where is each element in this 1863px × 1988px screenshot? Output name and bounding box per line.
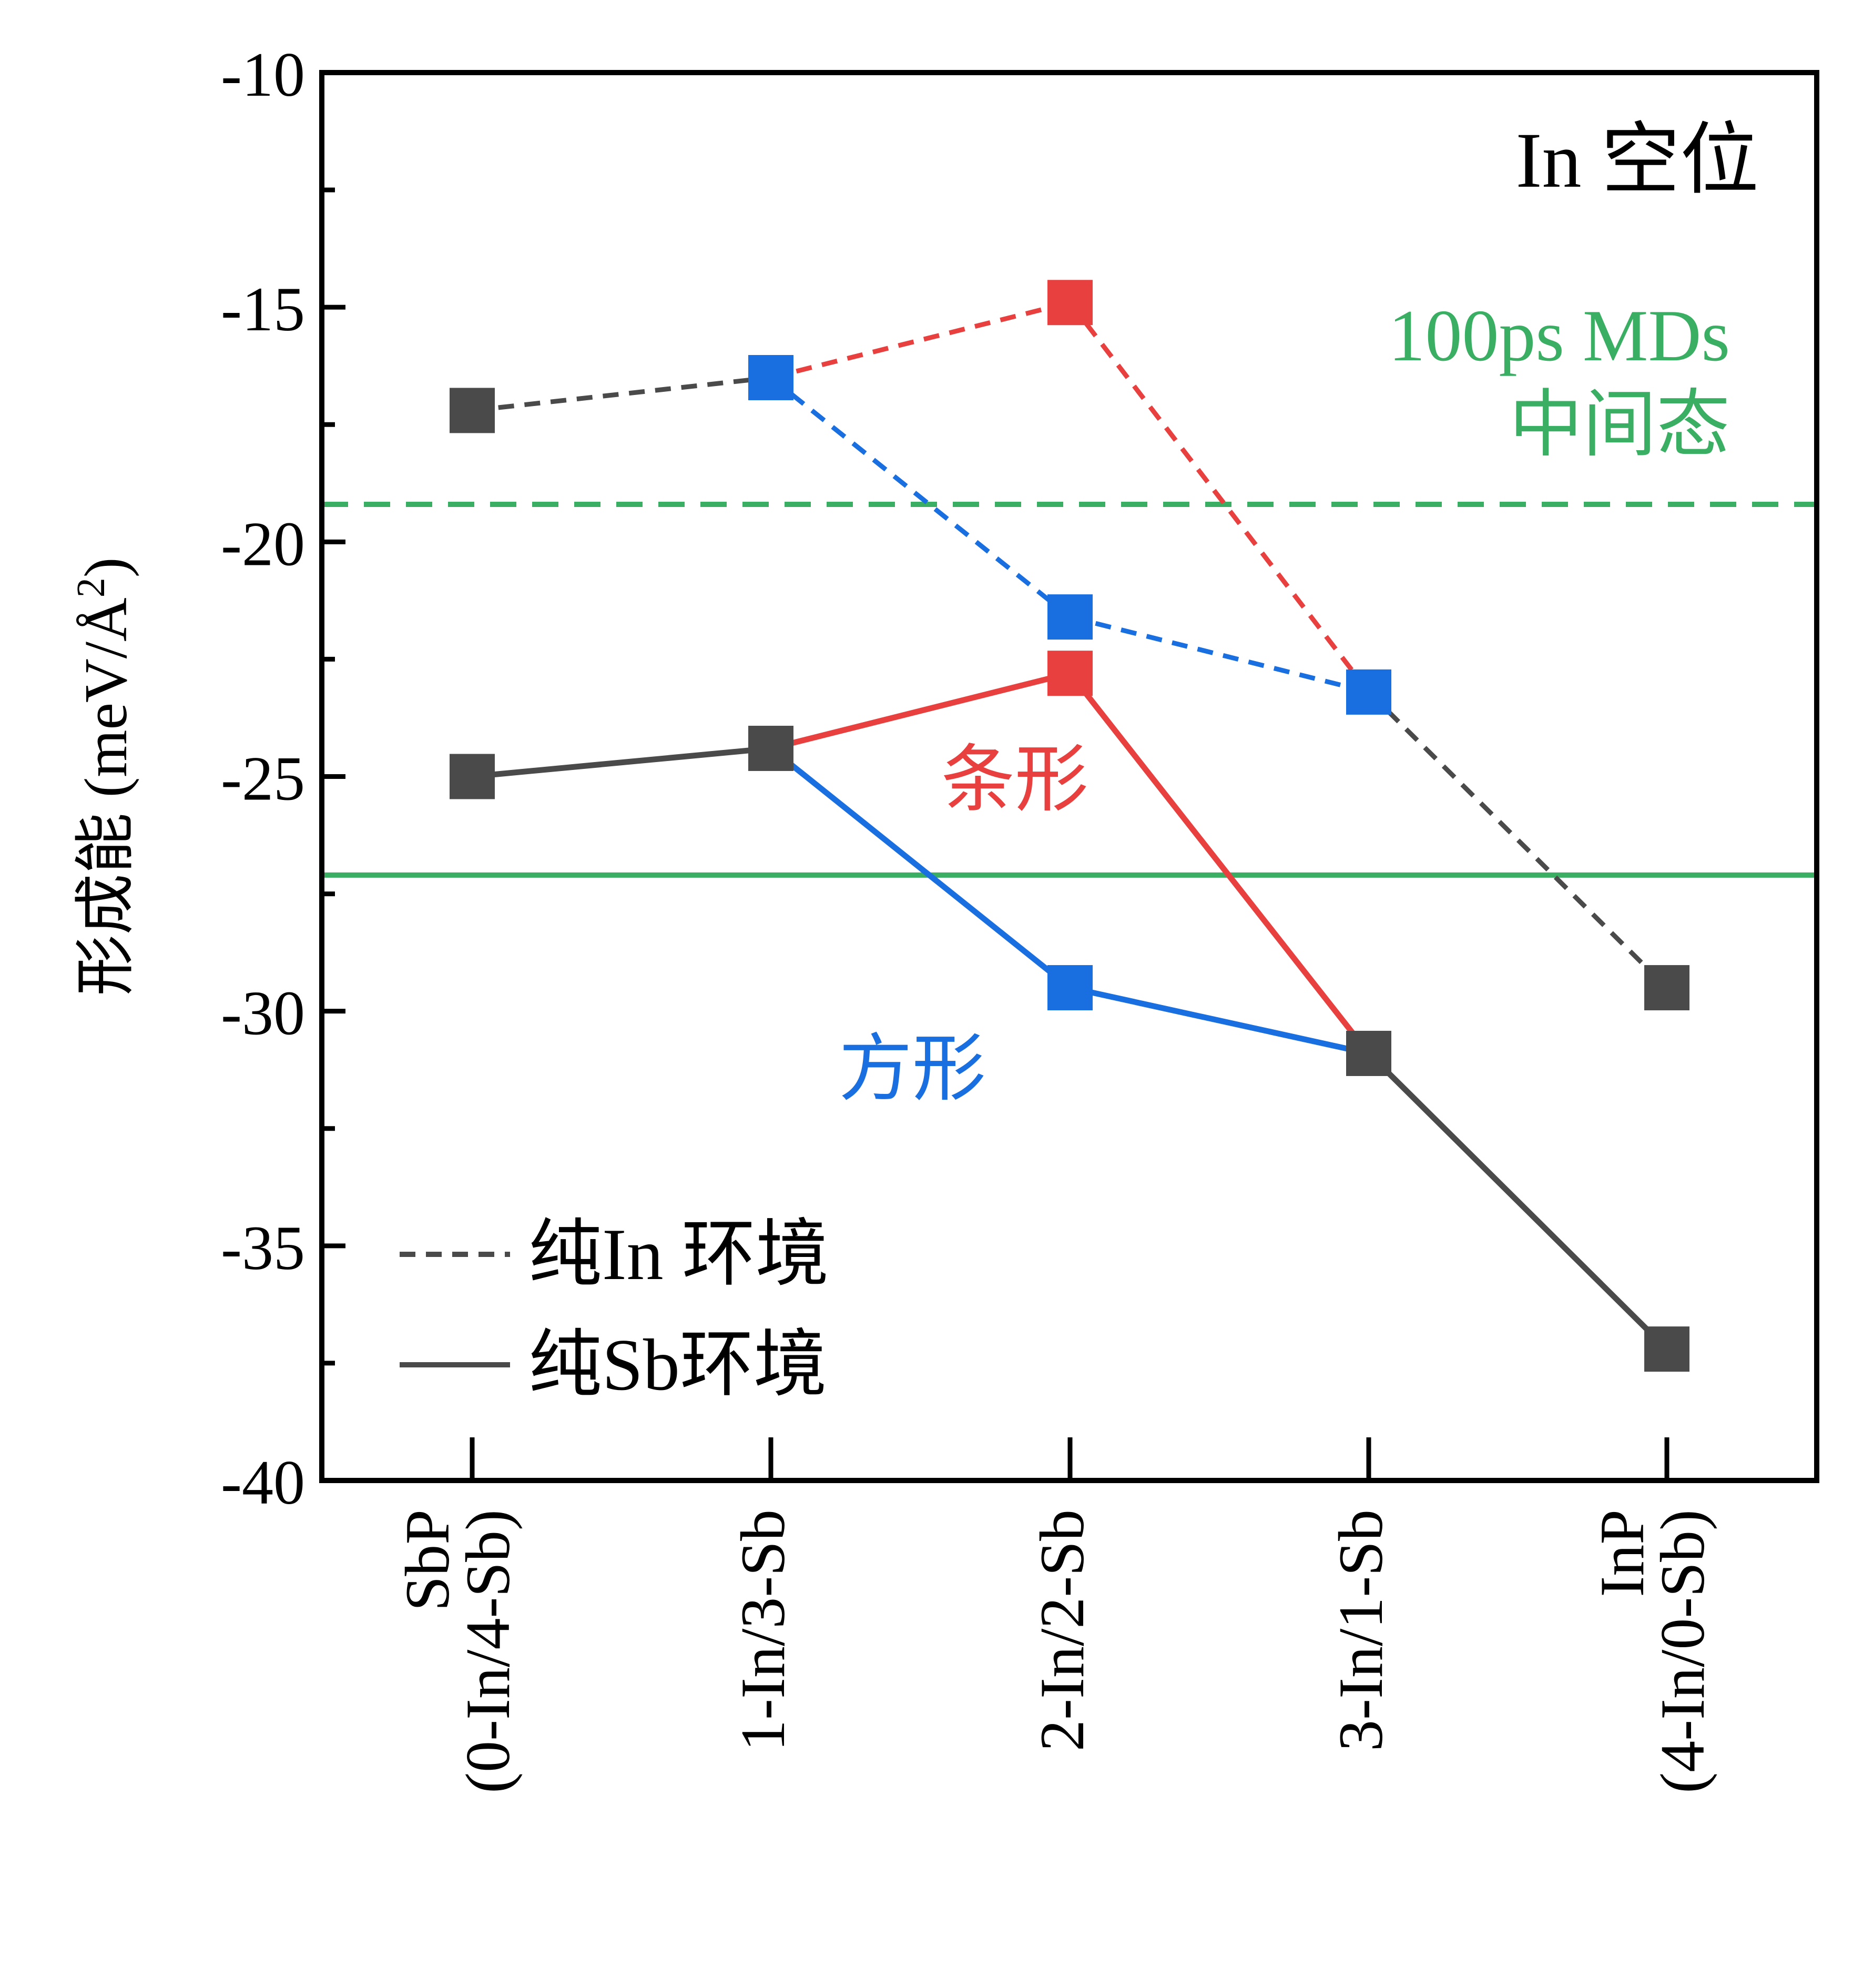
data-point-7 [450,754,495,799]
y-tick-label: -40 [221,1447,305,1517]
series-segment-2 [770,300,1071,380]
y-tick-label: -35 [221,1213,305,1283]
data-point-6 [1644,965,1689,1011]
y-tick-label: -30 [221,978,305,1048]
reference-lines [322,501,1817,878]
series-markers [450,280,1689,1372]
strip-annotation: 条形 [941,739,1088,821]
series-segment-5 [1069,614,1370,695]
y-tick-label: -15 [221,274,305,344]
chart-title: In 空位 [1516,117,1759,204]
x-tick-label: 3-In/1-Sb [1326,1509,1396,1751]
legend-label-pure-sb: 纯Sb环境 [528,1324,827,1406]
y-axis-label-close: ) [73,557,140,578]
series-segment-12 [1367,1051,1669,1352]
x-tick-label: SbP [392,1509,462,1611]
md-annotation-line2: 中间态 [1509,384,1730,466]
y-axis-label-main: 形成能 (meV/Å [73,597,140,996]
data-point-12 [1644,1326,1689,1372]
y-tick-label: -20 [221,509,305,579]
x-tick-label: 1-In/3-Sb [728,1509,798,1751]
legend: 纯In 环境 纯Sb环境 [400,1214,829,1406]
series-segment-4 [769,376,1072,619]
y-axis-label: 形成能 (meV/Å2) [69,557,140,996]
data-point-1 [450,388,495,433]
data-point-4 [1047,594,1093,640]
data-point-5 [1346,669,1391,715]
y-tick-label: -10 [221,39,305,109]
data-point-9 [1047,651,1093,696]
x-tick-label: InP [1587,1509,1657,1597]
data-point-11 [1346,1030,1391,1076]
series-segment-9 [1067,671,1371,1056]
legend-label-pure-in: 纯In 环境 [528,1214,829,1295]
x-tick-label: 2-In/2-Sb [1027,1509,1097,1751]
square-annotation: 方形 [839,1029,986,1110]
x-tick-label: (0-In/4-Sb) [453,1509,523,1793]
series-segment-10 [769,746,1072,990]
series-segment-3 [1068,301,1371,694]
data-point-10 [1047,965,1093,1011]
data-point-8 [748,725,793,771]
axis-ticks: -10 -15 -20 -25 -30 -35 -40 SbP(0-In/4-Sb) 1-In/… [221,39,1717,1793]
y-tick-label: -25 [221,744,305,814]
x-tick-label: (4-In/0-Sb) [1647,1509,1717,1793]
series-lines [472,300,1669,1352]
series-segment-11 [1069,985,1370,1057]
series-segment-1 [472,375,771,413]
data-point-3 [1047,280,1093,326]
series-segment-6 [1367,690,1669,990]
series-segment-8 [770,670,1071,752]
data-point-2 [748,355,793,401]
y-axis-label-sup: 2 [69,577,113,597]
md-annotation-line1: 100ps MDs [1388,295,1730,377]
series-segment-7 [472,745,771,779]
